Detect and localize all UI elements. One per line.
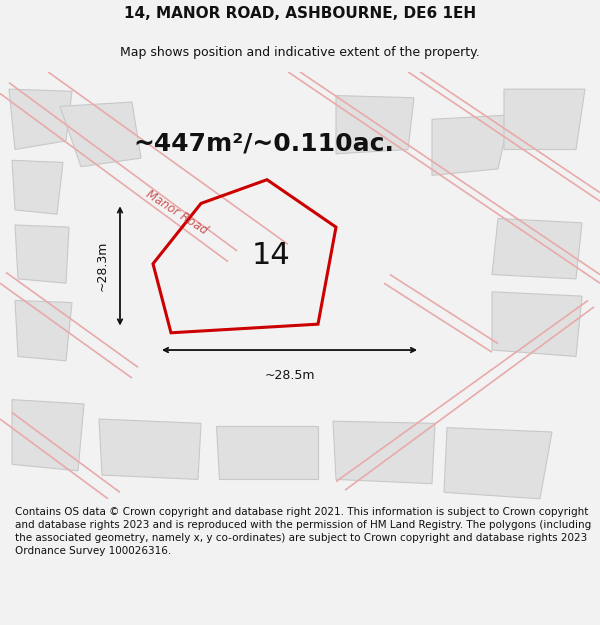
Polygon shape bbox=[15, 225, 69, 283]
Text: Map shows position and indicative extent of the property.: Map shows position and indicative extent… bbox=[120, 46, 480, 59]
Text: Contains OS data © Crown copyright and database right 2021. This information is : Contains OS data © Crown copyright and d… bbox=[15, 507, 591, 556]
Text: 14, MANOR ROAD, ASHBOURNE, DE6 1EH: 14, MANOR ROAD, ASHBOURNE, DE6 1EH bbox=[124, 6, 476, 21]
Polygon shape bbox=[60, 102, 141, 167]
Polygon shape bbox=[504, 89, 585, 149]
Polygon shape bbox=[99, 419, 201, 479]
Polygon shape bbox=[432, 115, 510, 176]
Polygon shape bbox=[9, 89, 72, 149]
Text: ~28.5m: ~28.5m bbox=[264, 369, 315, 382]
Polygon shape bbox=[492, 292, 582, 356]
Text: Manor Road: Manor Road bbox=[144, 188, 210, 237]
Text: 14: 14 bbox=[251, 241, 290, 269]
Polygon shape bbox=[333, 421, 435, 484]
Polygon shape bbox=[444, 428, 552, 499]
Polygon shape bbox=[15, 301, 72, 361]
Text: ~447m²/~0.110ac.: ~447m²/~0.110ac. bbox=[134, 131, 394, 155]
Text: ~28.3m: ~28.3m bbox=[95, 241, 109, 291]
Polygon shape bbox=[336, 96, 414, 154]
Polygon shape bbox=[492, 219, 582, 279]
Polygon shape bbox=[216, 426, 318, 479]
Polygon shape bbox=[12, 160, 63, 214]
Polygon shape bbox=[12, 399, 84, 471]
